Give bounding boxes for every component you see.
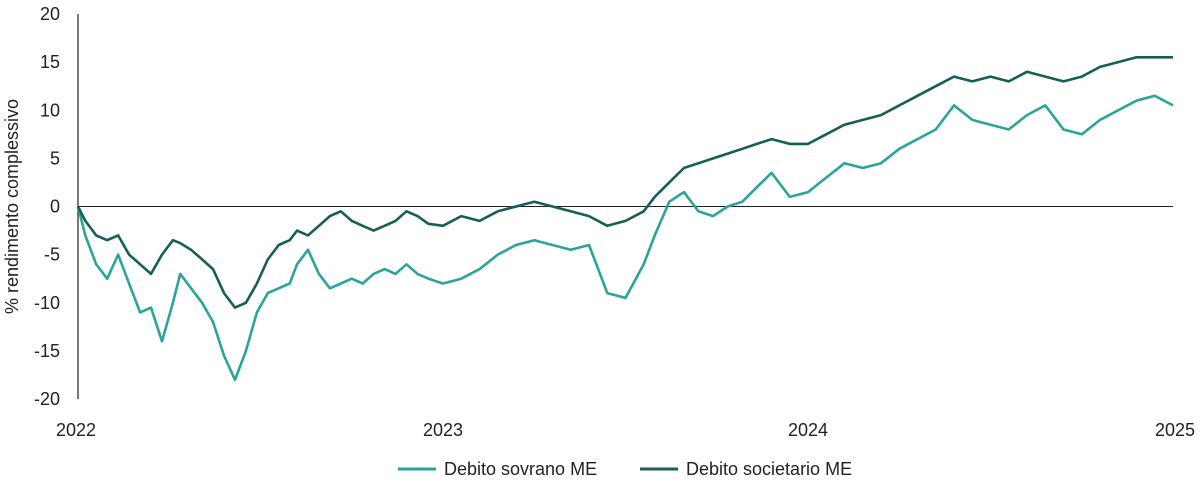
legend-label: Debito sovrano ME [444,459,597,479]
y-tick-label: 10 [40,100,60,120]
y-axis-label: % rendimento complessivo [2,99,22,314]
series-line-debito-sovrano [76,94,1174,382]
legend-label: Debito societario ME [686,459,852,479]
y-tick-label: -5 [44,245,60,265]
y-tick-label: 20 [40,4,60,24]
legend: Debito sovrano ME Debito societario ME [398,459,852,479]
x-tick-label: 2025 [1155,420,1195,440]
x-tick-label: 2023 [423,420,463,440]
x-axis-ticks: 2022 2023 2024 2025 [56,420,1195,440]
y-tick-label: 5 [50,148,60,168]
series-lines [76,56,1174,382]
y-tick-label: 0 [50,197,60,217]
x-tick-label: 2022 [56,420,96,440]
x-tick-label: 2024 [788,420,828,440]
y-tick-label: -10 [34,293,60,313]
series-line-debito-societario [76,56,1173,309]
y-axis-ticks: 20 15 10 5 0 -5 -10 -15 -20 [34,4,60,409]
y-tick-label: -15 [34,341,60,361]
y-tick-label: -20 [34,389,60,409]
y-tick-label: 15 [40,52,60,72]
